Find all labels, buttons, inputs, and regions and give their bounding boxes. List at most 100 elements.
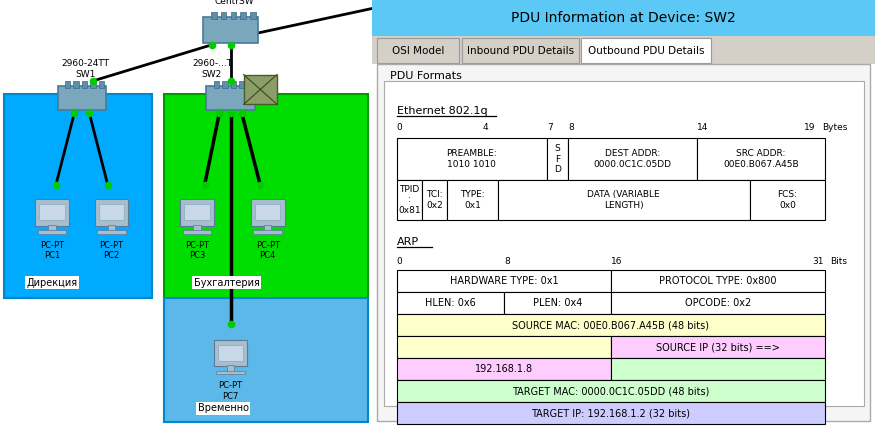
Text: PC-PT
PC3: PC-PT PC3 [185,241,209,260]
Text: PC-PT
PC1: PC-PT PC1 [40,241,64,260]
Bar [97,230,126,234]
Point [234,109,248,116]
Bar [611,358,825,380]
Text: Inbound PDU Details: Inbound PDU Details [466,46,574,55]
Text: 2960-...T
SW2: 2960-...T SW2 [192,59,232,79]
Point [224,320,238,327]
Bar [255,204,281,220]
Point [198,182,212,189]
Point [86,78,100,84]
Bar [193,225,201,233]
Bar [211,12,217,19]
Bar [396,270,611,292]
Bar [611,270,825,292]
Text: FCS:
0x0: FCS: 0x0 [777,190,797,210]
Bar [568,138,696,180]
Text: PC-PT
PC4: PC-PT PC4 [255,241,280,260]
Text: 19: 19 [804,124,816,132]
Point [82,109,96,116]
Text: PDU Formats: PDU Formats [389,71,462,81]
Text: Ethernet 802.1q: Ethernet 802.1q [396,106,487,116]
Text: TYPE:
0x1: TYPE: 0x1 [460,190,485,210]
Text: 7: 7 [547,124,552,132]
Bar [581,38,710,63]
Bar [99,81,104,89]
Bar [243,75,277,104]
Text: PREAMBLE:
1010 1010: PREAMBLE: 1010 1010 [446,149,497,169]
Bar [222,81,228,89]
Text: SRC ADDR:
00E0.B067.A45B: SRC ADDR: 00E0.B067.A45B [723,149,799,169]
Bar [372,0,875,36]
Point [67,109,81,116]
Bar [396,380,825,402]
Text: Временно: Временно [198,403,248,413]
Text: 4: 4 [482,124,488,132]
Bar [611,292,825,314]
Point [49,182,63,189]
Bar [164,298,368,422]
Text: 192.168.1.8: 192.168.1.8 [475,364,533,374]
Bar [90,81,96,89]
Text: PC-PT
PC2: PC-PT PC2 [100,241,123,260]
Bar [82,81,88,89]
Text: 31: 31 [812,257,823,267]
Text: 8: 8 [568,124,574,132]
Bar [231,81,236,89]
Text: DEST ADDR:
0000.0C1C.05DD: DEST ADDR: 0000.0C1C.05DD [593,149,671,169]
Bar [220,12,227,19]
Bar [39,204,65,220]
Text: OPCODE: 0x2: OPCODE: 0x2 [685,298,752,308]
Text: Bits: Bits [830,257,847,267]
Bar [227,366,234,374]
Bar [461,38,579,63]
Bar [396,292,504,314]
Text: SOURCE IP (32 bits) ==>: SOURCE IP (32 bits) ==> [656,342,780,352]
Bar [180,199,214,226]
Text: 2960-24TT
SW1: 2960-24TT SW1 [61,59,109,79]
Bar [254,230,282,234]
Bar [750,180,825,220]
Bar [164,94,368,298]
Text: ARP: ARP [396,237,419,247]
Bar [108,225,116,233]
Bar [422,180,447,220]
Text: TARGET MAC: 0000.0C1C.05DD (48 bits): TARGET MAC: 0000.0C1C.05DD (48 bits) [512,386,710,396]
Bar [216,371,245,374]
Bar [377,38,458,63]
Bar [183,230,212,234]
Text: TCI:
0x2: TCI: 0x2 [426,190,443,210]
Bar [396,180,422,220]
Bar [396,336,611,358]
Text: 2960-24TT
CentrSW: 2960-24TT CentrSW [210,0,258,6]
Bar [611,336,825,358]
Text: HLEN: 0x6: HLEN: 0x6 [425,298,476,308]
Text: OSI Model: OSI Model [391,46,444,55]
Bar [241,12,246,19]
Text: Outbound PDU Details: Outbound PDU Details [588,46,704,55]
Bar [99,204,124,220]
Bar [377,64,870,421]
Point [101,182,115,189]
Bar [214,340,248,366]
Bar [4,94,152,298]
Point [224,78,238,84]
Text: HARDWARE TYPE: 0x1: HARDWARE TYPE: 0x1 [450,276,558,286]
Text: PLEN: 0x4: PLEN: 0x4 [533,298,582,308]
Bar [231,12,236,19]
Text: SOURCE MAC: 00E0.B067.A45B (48 bits): SOURCE MAC: 00E0.B067.A45B (48 bits) [513,320,710,330]
Point [205,41,219,48]
Bar [35,199,69,226]
Bar [251,199,284,226]
Point [224,109,238,116]
Bar [206,86,255,109]
Bar [185,204,210,220]
Bar [214,81,220,89]
Bar [396,358,611,380]
Bar [396,314,825,336]
Text: PC-PT
PC7: PC-PT PC7 [219,381,242,401]
Text: 16: 16 [611,257,622,267]
Text: Дирекция: Дирекция [26,277,78,288]
Bar [239,81,245,89]
Bar [547,138,568,180]
Text: S
F
D: S F D [554,144,561,174]
